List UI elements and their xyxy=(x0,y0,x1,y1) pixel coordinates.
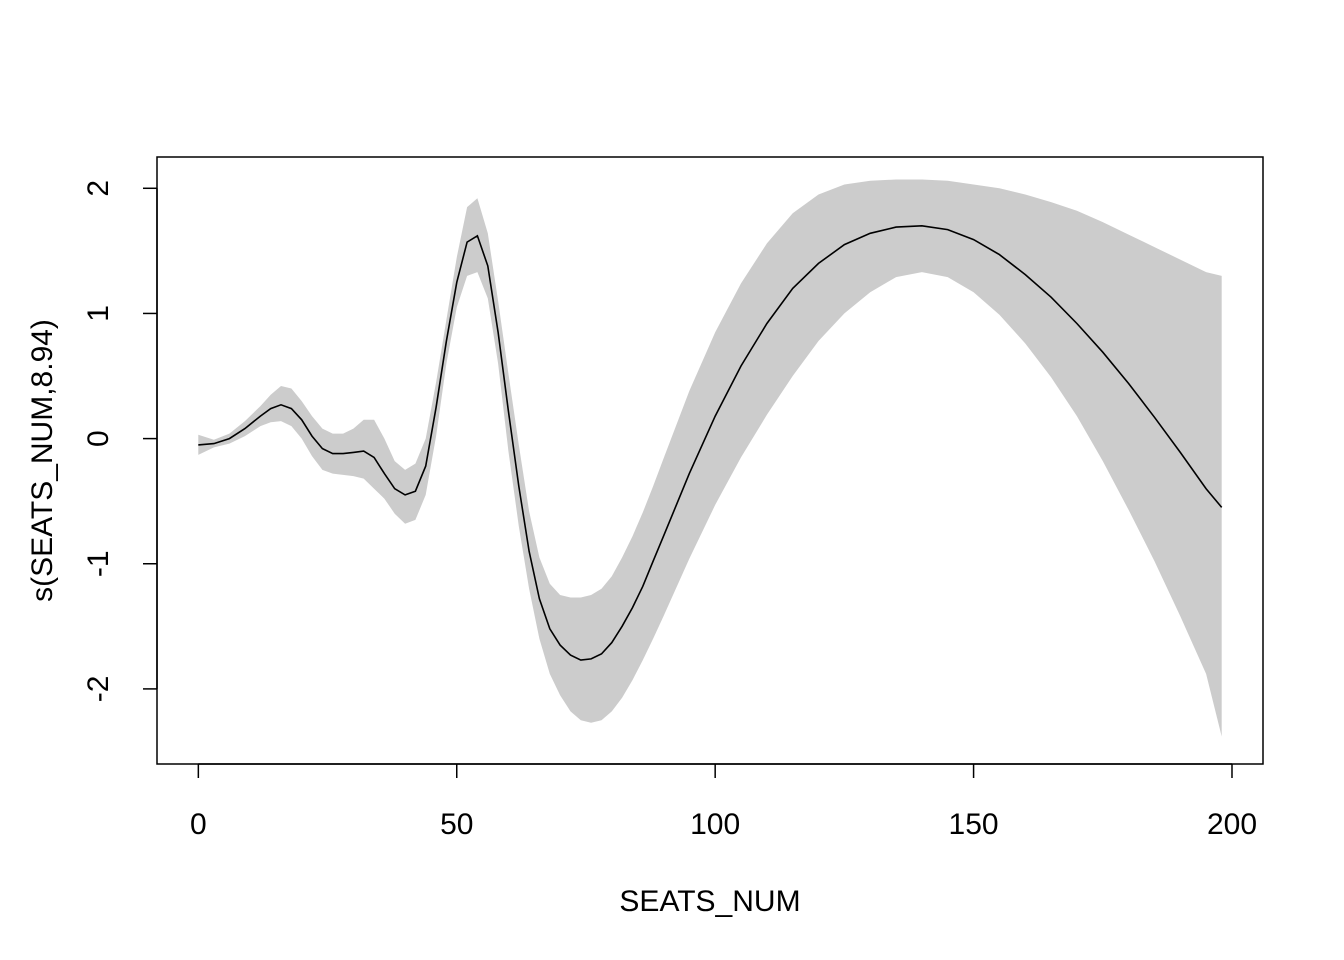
x-tick-label: 0 xyxy=(190,808,207,841)
smooth-line xyxy=(198,224,1223,661)
confidence-band xyxy=(198,179,1222,737)
y-tick-label: -1 xyxy=(82,550,115,577)
y-axis: -2 -1 0 1 2 xyxy=(82,180,158,703)
y-tick-label: 0 xyxy=(82,430,115,447)
y-tick-label: 2 xyxy=(82,180,115,197)
y-axis-label: s(SEATS_NUM,8.94) xyxy=(26,319,59,602)
y-tick-label: 1 xyxy=(82,305,115,322)
x-axis-label: SEATS_NUM xyxy=(619,885,800,918)
x-axis: 0 50 100 150 200 xyxy=(190,763,1257,841)
smooth-line-layer xyxy=(198,224,1223,661)
confidence-band-layer xyxy=(198,179,1222,737)
x-tick-label: 150 xyxy=(949,808,999,841)
x-tick-label: 100 xyxy=(690,808,740,841)
x-tick-label: 50 xyxy=(440,808,473,841)
y-tick-label: -2 xyxy=(82,676,115,703)
x-tick-label: 200 xyxy=(1207,808,1257,841)
